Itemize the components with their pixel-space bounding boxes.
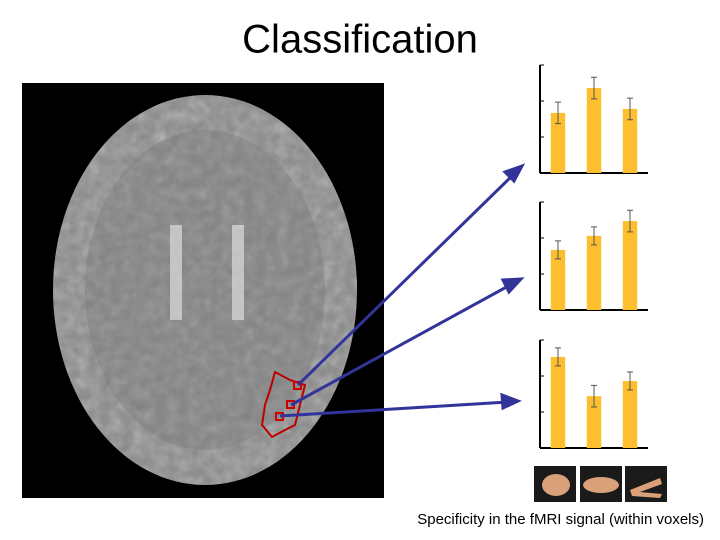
bar — [550, 112, 566, 173]
error-bar — [555, 101, 561, 125]
error-bar — [627, 209, 633, 233]
error-bar — [555, 347, 561, 367]
slide-title: Classification — [242, 18, 478, 62]
arrows — [279, 163, 526, 418]
bar — [550, 356, 566, 448]
error-bar — [591, 226, 597, 246]
bar — [622, 381, 638, 448]
bar — [586, 235, 602, 310]
caption: Specificity in the fMRI signal (within v… — [417, 511, 704, 528]
bar — [550, 249, 566, 310]
bar — [586, 396, 602, 448]
brain-image — [22, 83, 384, 498]
error-bar — [591, 384, 597, 408]
error-bar — [627, 97, 633, 121]
error-bar — [555, 240, 561, 260]
bar — [586, 88, 602, 173]
hand-icons — [534, 466, 667, 502]
bar — [622, 221, 638, 310]
error-bar — [591, 76, 597, 100]
bar — [622, 108, 638, 173]
error-bar — [627, 371, 633, 391]
